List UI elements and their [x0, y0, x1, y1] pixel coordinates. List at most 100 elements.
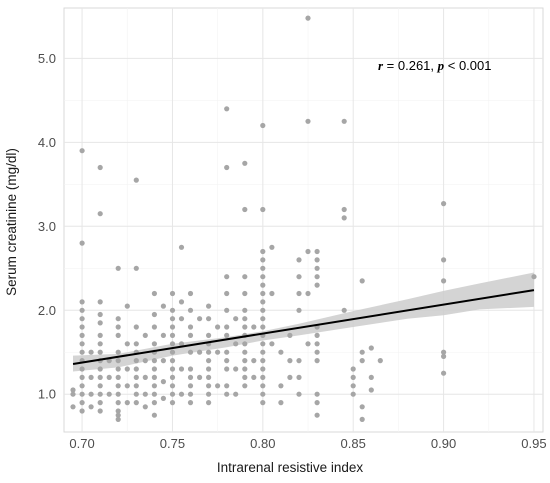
data-point	[169, 383, 176, 389]
data-point	[142, 358, 148, 364]
data-point	[97, 164, 103, 171]
data-point	[206, 316, 212, 322]
data-point	[178, 316, 185, 322]
data-point	[88, 391, 94, 397]
data-point	[79, 148, 85, 154]
data-point	[260, 248, 266, 255]
data-point	[377, 358, 383, 364]
data-point	[260, 383, 266, 389]
data-point	[115, 316, 121, 322]
data-point	[287, 358, 293, 364]
data-point	[160, 303, 166, 309]
data-point	[278, 383, 284, 389]
data-point	[133, 265, 139, 271]
data-point	[260, 257, 266, 263]
data-point	[97, 332, 103, 338]
data-point	[133, 324, 139, 330]
data-point	[233, 341, 239, 347]
x-tick-label: 0.95	[521, 436, 546, 451]
y-tick-label: 2.0	[38, 303, 56, 318]
data-point	[97, 374, 103, 380]
data-point	[206, 358, 212, 364]
data-point	[187, 366, 194, 372]
data-point	[278, 349, 284, 355]
data-point	[251, 324, 257, 330]
data-point	[88, 349, 94, 355]
data-point	[169, 307, 176, 313]
data-point	[215, 383, 221, 389]
data-point	[115, 416, 121, 422]
data-point	[142, 391, 148, 397]
regression-line-group	[72, 289, 535, 365]
data-point	[242, 366, 248, 372]
data-point	[314, 332, 320, 338]
data-point	[260, 400, 266, 406]
x-tick-label: 0.70	[69, 436, 94, 451]
r-symbol: r	[378, 58, 384, 73]
data-point	[233, 316, 239, 322]
data-point	[441, 257, 447, 263]
data-point	[151, 383, 157, 389]
data-point	[305, 248, 311, 255]
data-point	[224, 349, 230, 355]
data-point	[242, 274, 248, 280]
x-tick-label: 0.85	[341, 436, 366, 451]
data-point	[197, 374, 203, 380]
data-point	[79, 383, 85, 389]
data-point	[160, 395, 166, 401]
data-point	[260, 391, 266, 397]
data-point	[224, 307, 230, 313]
data-point	[160, 332, 166, 338]
data-point	[151, 341, 157, 347]
data-point	[341, 307, 347, 313]
data-point	[151, 366, 157, 372]
data-point	[187, 383, 194, 389]
data-point	[79, 307, 85, 313]
data-point	[260, 349, 266, 355]
data-point	[260, 282, 266, 288]
data-point	[97, 341, 103, 347]
data-point	[169, 332, 176, 338]
data-point	[169, 290, 176, 297]
data-point	[242, 341, 248, 347]
data-point	[79, 240, 85, 246]
data-point	[142, 404, 148, 410]
data-point	[187, 400, 194, 406]
data-point	[215, 324, 221, 330]
x-axis-title: Intrarenal resistive index	[217, 460, 364, 475]
data-point	[242, 316, 248, 322]
data-point	[97, 349, 103, 355]
data-point	[296, 274, 302, 280]
data-point	[97, 391, 103, 397]
data-point	[79, 324, 85, 330]
data-point	[242, 307, 248, 313]
data-point	[115, 358, 121, 364]
data-point	[133, 358, 139, 364]
data-point	[350, 383, 356, 389]
data-point	[97, 211, 103, 217]
data-point	[187, 391, 194, 397]
data-point	[215, 349, 221, 355]
data-point	[242, 349, 248, 355]
data-point	[242, 358, 248, 364]
data-point	[197, 349, 203, 355]
data-point	[133, 383, 139, 389]
data-point	[278, 400, 284, 406]
data-point	[314, 412, 320, 418]
data-point	[305, 341, 311, 347]
data-point	[97, 299, 103, 305]
data-point	[269, 341, 275, 347]
data-point	[224, 274, 230, 280]
data-point	[206, 366, 212, 372]
data-point	[251, 358, 257, 364]
data-point	[79, 374, 85, 380]
data-point	[368, 345, 374, 351]
data-point	[115, 332, 121, 338]
data-point	[142, 332, 148, 338]
data-point	[97, 408, 103, 414]
data-point	[169, 358, 176, 364]
data-point	[79, 316, 85, 322]
data-point	[305, 15, 311, 21]
data-point	[242, 160, 248, 166]
data-point	[178, 244, 185, 250]
